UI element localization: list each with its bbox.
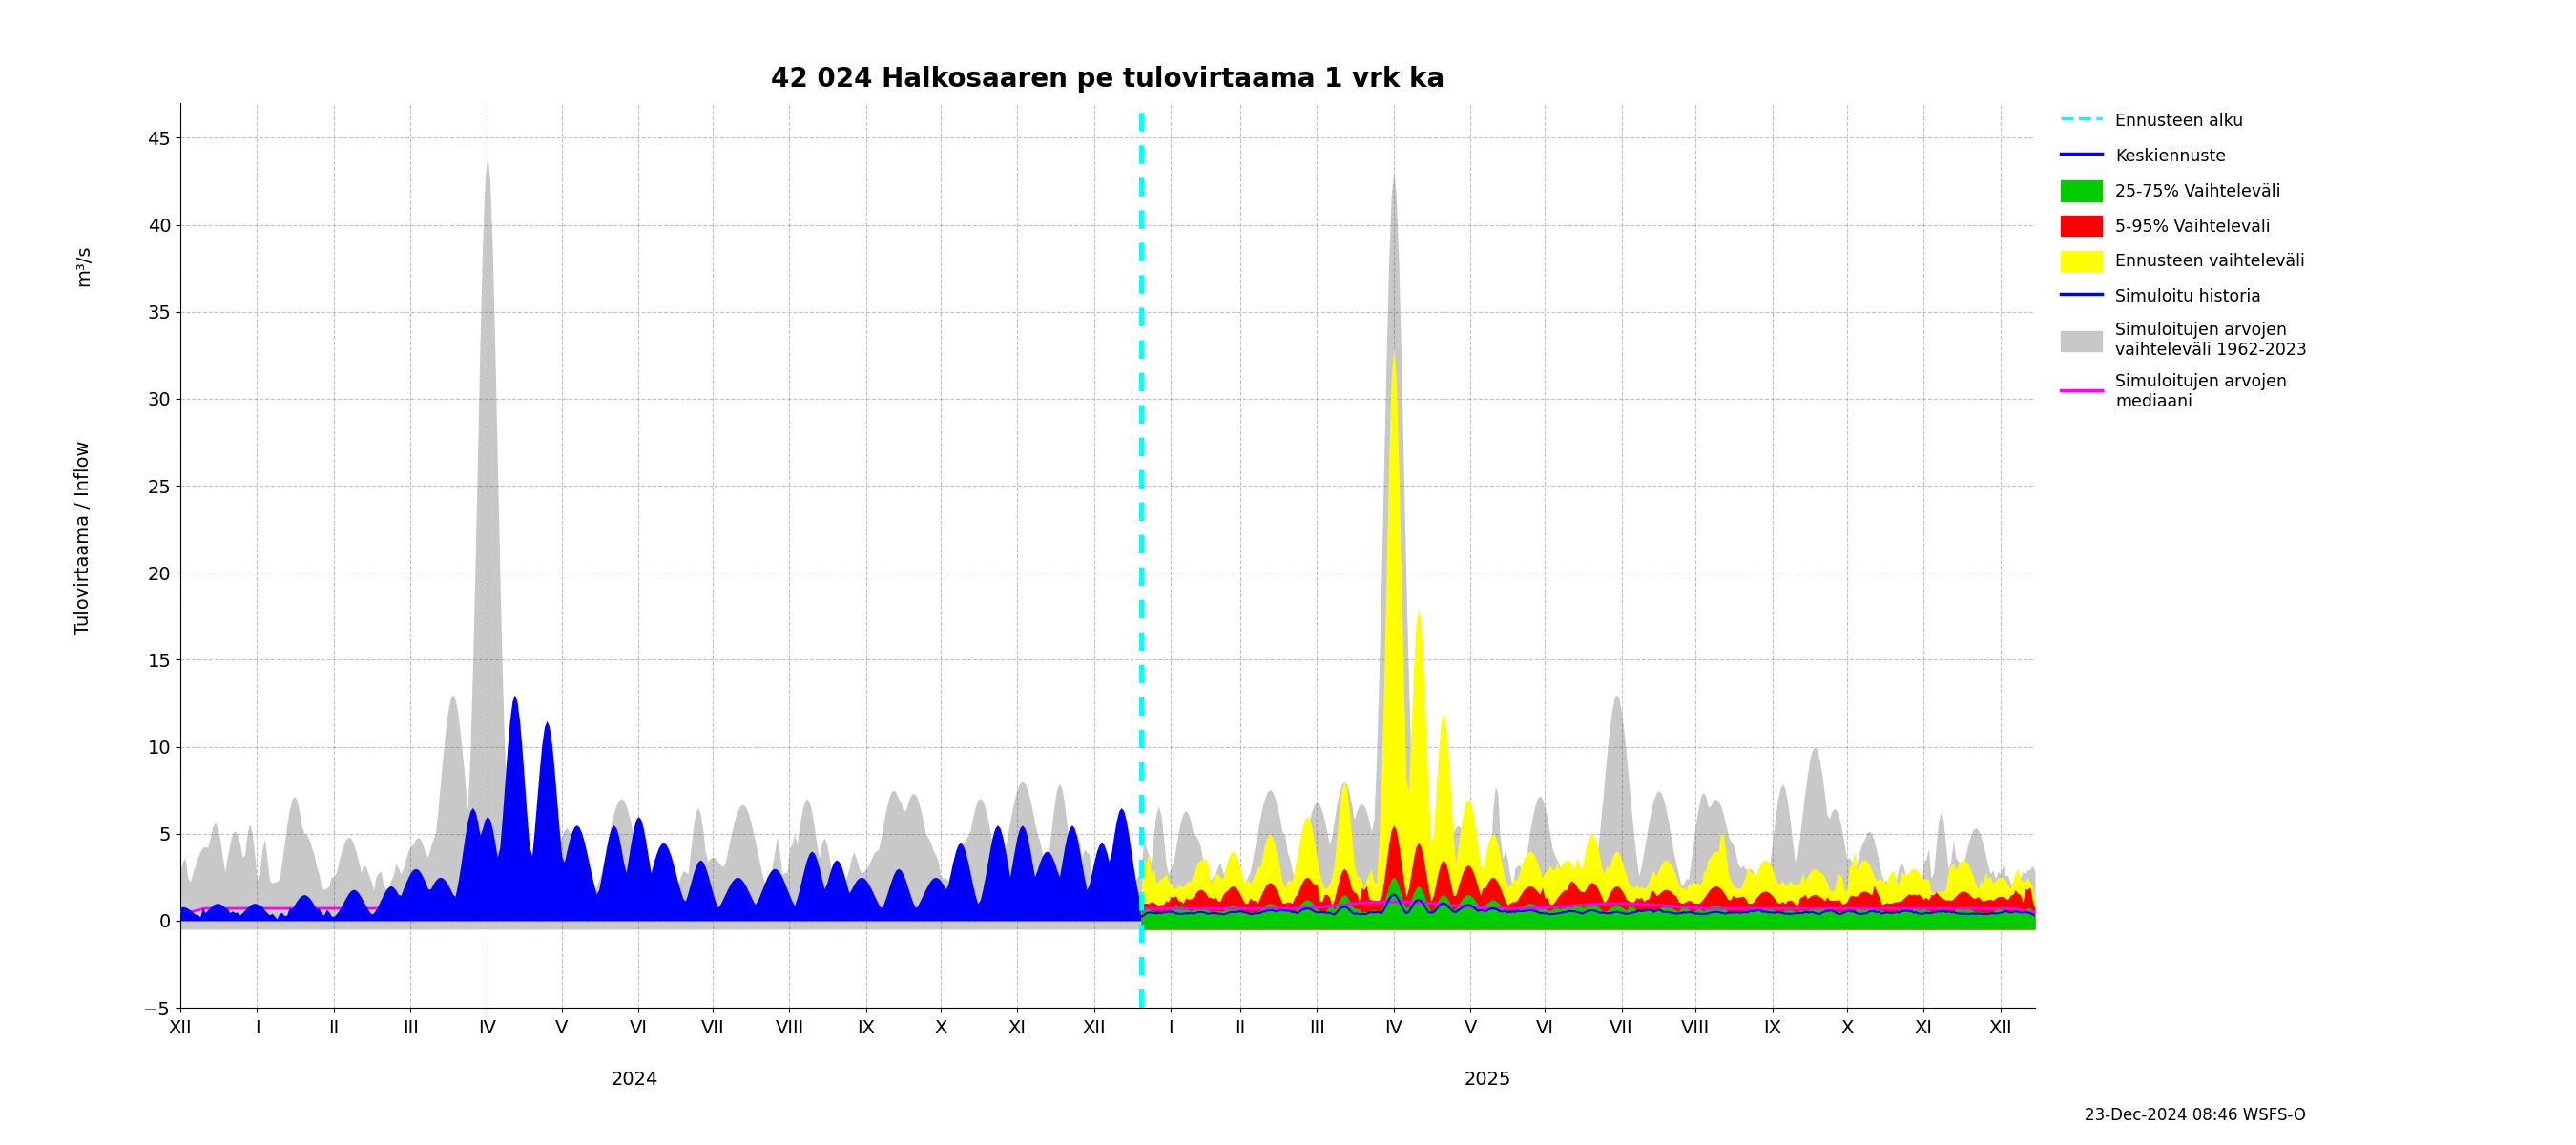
Text: 2024: 2024 xyxy=(611,1071,659,1089)
Text: 23-Dec-2024 08:46 WSFS-O: 23-Dec-2024 08:46 WSFS-O xyxy=(2084,1107,2306,1124)
Title: 42 024 Halkosaaren pe tulovirtaama 1 vrk ka: 42 024 Halkosaaren pe tulovirtaama 1 vrk… xyxy=(770,66,1445,93)
Legend: Ennusteen alku, Keskiennuste, 25-75% Vaihteleväli, 5-95% Vaihteleväli, Ennusteen: Ennusteen alku, Keskiennuste, 25-75% Vai… xyxy=(2053,102,2316,419)
Text: Tulovirtaama / Inflow: Tulovirtaama / Inflow xyxy=(75,440,93,634)
Text: 2025: 2025 xyxy=(1463,1071,1512,1089)
Text: m³/s: m³/s xyxy=(75,245,93,286)
